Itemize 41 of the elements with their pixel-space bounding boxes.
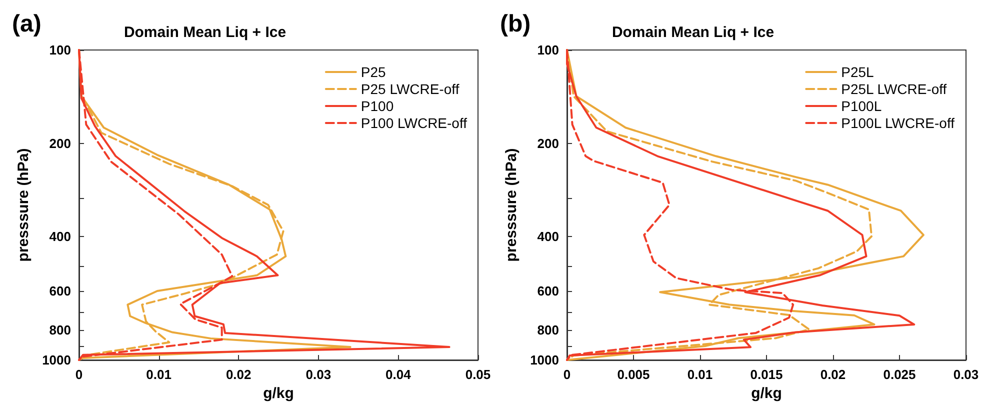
y-tick-label: 600 xyxy=(49,284,71,299)
x-axis-title: g/kg xyxy=(263,385,294,402)
x-tick-label: 0.025 xyxy=(883,367,916,382)
y-tick-label: 1000 xyxy=(530,352,559,368)
y-tick-label: 800 xyxy=(49,322,71,338)
x-tick-label: 0.03 xyxy=(306,367,332,382)
y-tick-label: 800 xyxy=(537,322,559,338)
x-tick-label: 0 xyxy=(563,367,571,382)
legend-label: P100L xyxy=(841,98,882,114)
y-axis-title: presssure (hPa) xyxy=(15,148,32,262)
x-tick-label: 0.01 xyxy=(146,367,172,382)
y-tick-label: 200 xyxy=(49,136,71,151)
x-tick-label: 0.005 xyxy=(617,367,650,382)
y-tick-label: 600 xyxy=(537,284,559,299)
y-tick-label: 1000 xyxy=(42,352,71,368)
x-axis-title: g/kg xyxy=(751,385,782,402)
y-tick-label: 400 xyxy=(537,229,559,244)
y-tick-label: 200 xyxy=(537,136,559,151)
x-tick-label: 0.015 xyxy=(750,367,783,382)
x-tick-label: 0.04 xyxy=(386,367,412,382)
text: (a) xyxy=(12,10,42,38)
chart-title: Domain Mean Liq + Ice xyxy=(612,24,774,41)
y-tick-label: 100 xyxy=(537,42,559,58)
legend-label: P100 xyxy=(360,98,394,114)
y-tick-label: 100 xyxy=(49,42,71,58)
legend-label: P25 LWCRE-off xyxy=(360,81,460,97)
legend-label: P25 xyxy=(360,64,386,80)
x-tick-label: 0.02 xyxy=(226,367,252,382)
x-tick-label: 0.03 xyxy=(953,367,979,382)
y-axis-title: presssure (hPa) xyxy=(503,148,520,262)
legend-label: P100 LWCRE-off xyxy=(360,115,468,131)
x-tick-label: 0 xyxy=(75,367,83,382)
x-tick-label: 0.05 xyxy=(465,367,491,382)
x-tick-label: 0.01 xyxy=(687,367,713,382)
legend-label: P25L LWCRE-off xyxy=(841,81,947,97)
legend-label: P25L xyxy=(841,64,874,80)
chart-title: Domain Mean Liq + Ice xyxy=(124,24,286,41)
text: (b) xyxy=(500,10,531,38)
x-tick-label: 0.02 xyxy=(820,367,846,382)
y-tick-label: 400 xyxy=(49,229,71,244)
legend-label: P100L LWCRE-off xyxy=(841,115,955,131)
